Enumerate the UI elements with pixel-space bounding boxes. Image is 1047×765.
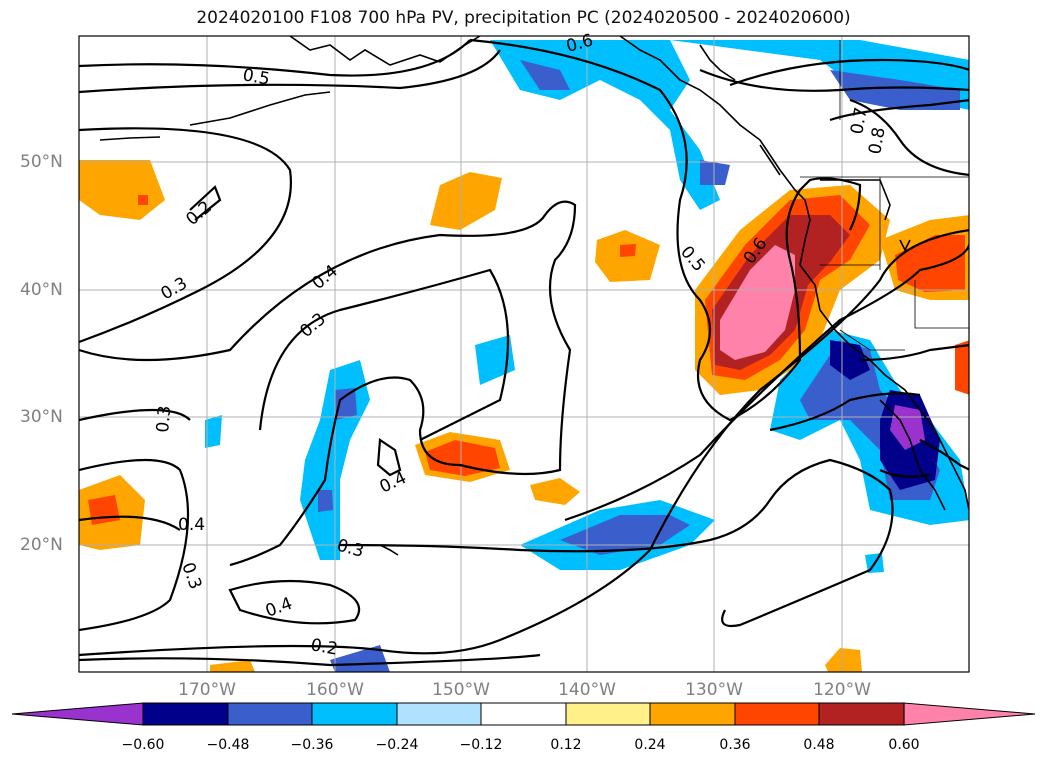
colorbar-tick: −0.12	[459, 737, 503, 753]
colorbar-bin	[565, 702, 651, 726]
contour-label: 0.7	[847, 106, 871, 136]
lon-label: 160°W	[306, 680, 364, 700]
colorbar-bin	[734, 702, 820, 726]
colorbar-tick: 0.60	[888, 737, 920, 753]
contour-label: 0.3	[158, 273, 191, 304]
lon-label: 140°W	[558, 680, 616, 700]
colorbar-bin	[480, 702, 567, 726]
colorbar-tick: 0.48	[803, 737, 835, 753]
colorbar-tick: 0.24	[634, 737, 666, 753]
colorbar-tick: 0.36	[719, 737, 751, 753]
coastlines	[99, 36, 969, 556]
colorbar-bin	[396, 702, 482, 726]
lon-label: 150°W	[432, 680, 490, 700]
colorbar	[11, 702, 1036, 726]
pv-contours	[79, 38, 969, 667]
contour-label: 0.3	[153, 405, 175, 434]
colorbar-bin	[818, 702, 905, 726]
contour-label: 0.4	[178, 515, 205, 535]
contour-label: 0.3	[296, 309, 330, 342]
contour-label: 0.2	[182, 197, 216, 230]
contour-label: 0.3	[177, 560, 205, 592]
lon-label: 130°W	[685, 680, 743, 700]
graticule	[79, 36, 969, 672]
contour-label: 0.8	[865, 126, 889, 156]
colorbar-bin	[311, 702, 398, 726]
lat-label: 40°N	[20, 280, 63, 300]
contour-label: 0.5	[241, 65, 271, 89]
map-title: 2024020100 F108 700 hPa PV, precipitatio…	[196, 8, 851, 28]
colorbar-tick: −0.60	[121, 737, 165, 753]
contour-label: 0.2	[309, 635, 339, 659]
contour-label: 0.5	[676, 242, 709, 276]
colorbar-tick: 0.12	[550, 737, 582, 753]
colorbar-tick: −0.24	[375, 737, 419, 753]
contour-label: 0.4	[377, 468, 410, 498]
colorbar-bin	[649, 702, 736, 726]
lat-label: 20°N	[20, 535, 63, 555]
lat-label: 50°N	[20, 152, 63, 172]
colorbar-extend-min	[11, 702, 144, 726]
lon-label: 120°W	[813, 680, 871, 700]
lat-label: 30°N	[20, 407, 63, 427]
lon-label: 170°W	[178, 680, 236, 700]
colorbar-bin	[227, 702, 313, 726]
colorbar-bin	[142, 702, 229, 726]
colorbar-tick: −0.36	[290, 737, 334, 753]
contour-label: 0.4	[263, 594, 295, 622]
colorbar-tick: −0.48	[206, 737, 250, 753]
political-borders	[800, 40, 969, 351]
colorbar-extend-max	[903, 702, 1036, 726]
